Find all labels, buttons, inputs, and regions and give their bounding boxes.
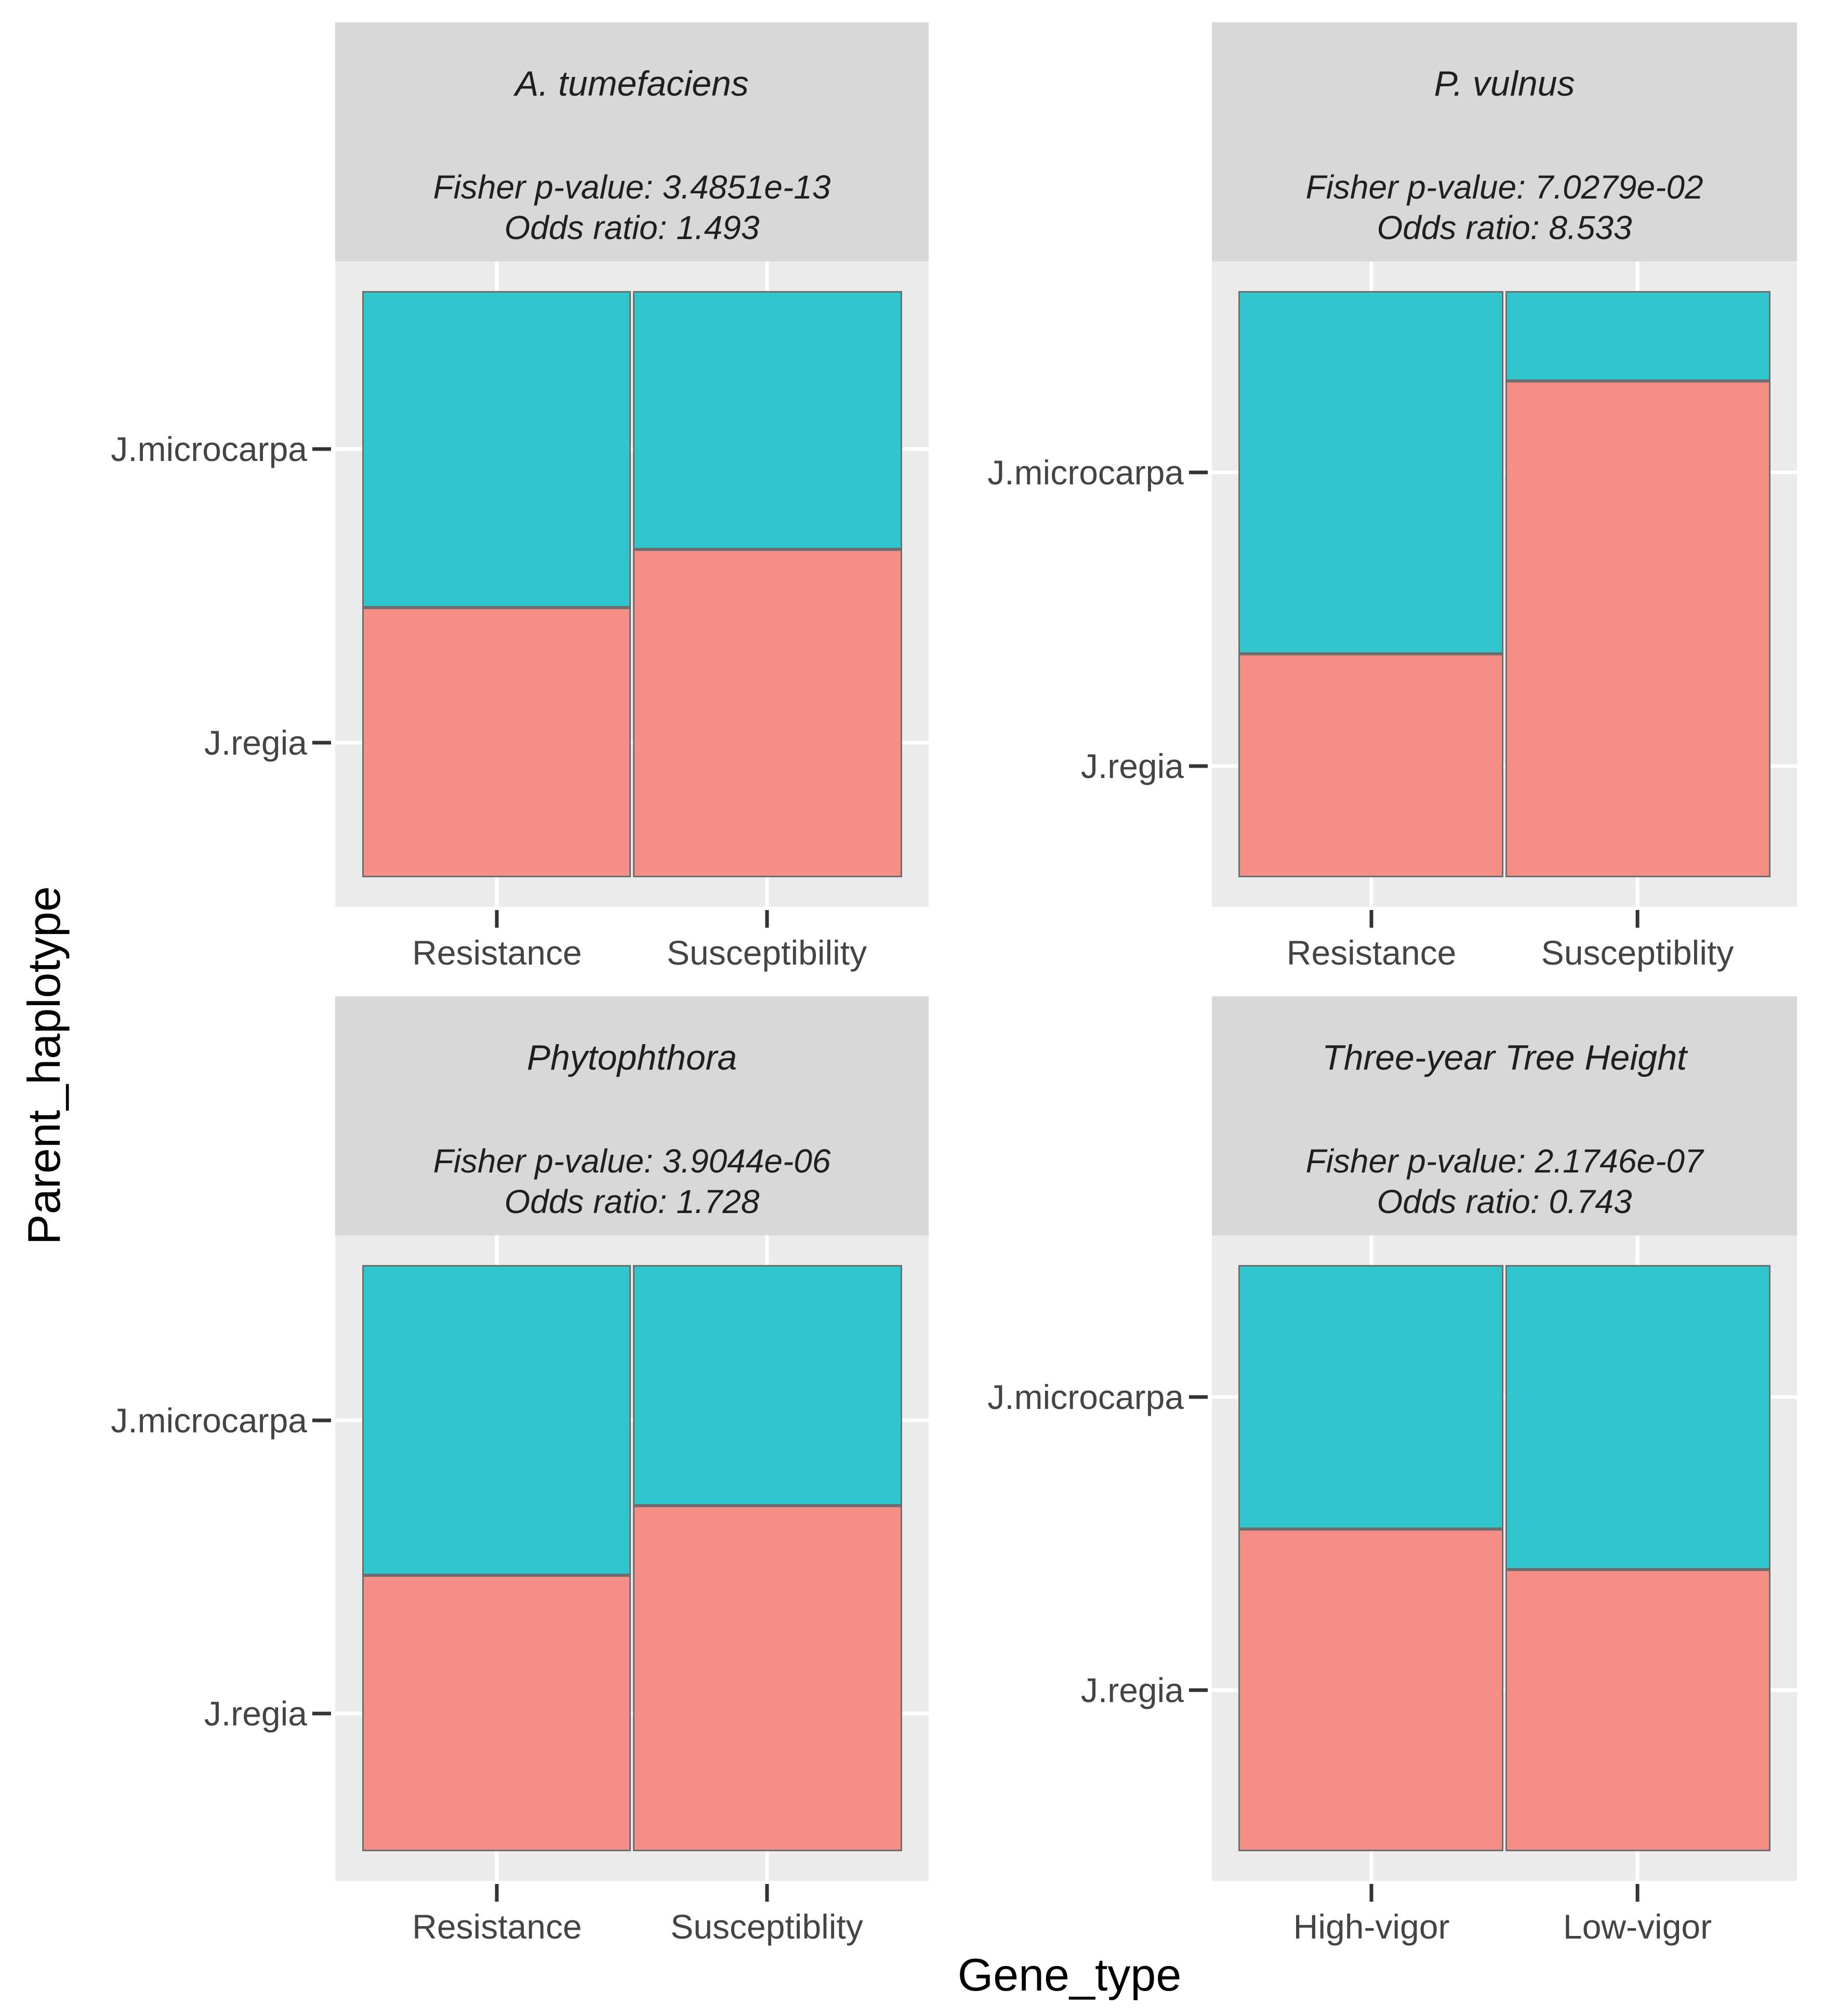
fisher-pvalue-text: Fisher p-value: 2.1746e-07 [1305,1142,1703,1180]
y-tick-mark-jmicrocarpa [312,1418,331,1422]
x-tick-label-1: Resistance [412,1907,582,1946]
y-axis-title: Parent_haplotype [18,886,70,1245]
mosaic-column-high-vigor [1238,1264,1504,1852]
x-tick-label-2: Susceptibility [666,933,867,972]
facet-panel-phytophthora: Phytophthora Fisher p-value: 3.9044e-06 … [111,996,929,1946]
mosaic-segment-jmicrocarpa [1238,1264,1504,1530]
odds-ratio-text: Odds ratio: 1.493 [504,209,760,246]
fisher-pvalue-text: Fisher p-value: 3.9044e-06 [433,1142,831,1180]
mosaic-column-resistance [1238,291,1504,878]
facet-stats: Fisher p-value: 3.4851e-13 Odds ratio: 1… [335,167,929,248]
x-tick-label-1: High-vigor [1293,1907,1450,1946]
mosaic-column-susceptibility [1505,291,1771,878]
x-tick-label-1: Resistance [1286,933,1457,972]
gridline-horizontal-jmicrocarpa [1212,1395,1797,1399]
mosaic-column-susceptibility [633,1264,902,1852]
mosaic-segment-jmicrocarpa [362,1264,631,1576]
mosaic-column-susceptibility [633,291,902,878]
fisher-pvalue-text: Fisher p-value: 7.0279e-02 [1305,168,1703,206]
fisher-pvalue-text: Fisher p-value: 3.4851e-13 [433,168,831,206]
y-tick-mark-jmicrocarpa [1189,470,1208,475]
facet-panel-a-tumefaciens: A. tumefaciens Fisher p-value: 3.4851e-1… [111,22,929,972]
odds-ratio-text: Odds ratio: 0.743 [1377,1183,1632,1220]
facet-strip: P. vulnus Fisher p-value: 7.0279e-02 Odd… [1212,22,1797,261]
mosaic-segment-jregia [1238,1529,1504,1852]
y-tick-label-jmicrocarpa: J.microcarpa [987,1377,1184,1416]
facet-strip: Three-year Tree Height Fisher p-value: 2… [1212,996,1797,1235]
mosaic-segment-jmicrocarpa [1505,1264,1771,1570]
facet-title: Phytophthora [526,1038,737,1077]
mosaic-segment-jmicrocarpa [1505,291,1771,381]
y-tick-mark-jmicrocarpa [1189,1395,1208,1399]
mosaic-segment-jregia [362,607,631,878]
facet-title: P. vulnus [1434,64,1575,103]
y-tick-label-jmicrocarpa: J.microcarpa [987,453,1184,492]
mosaic-segment-jmicrocarpa [633,291,902,549]
facet-stats: Fisher p-value: 3.9044e-06 Odds ratio: 1… [335,1141,929,1222]
gridline-horizontal-jmicrocarpa [1212,470,1797,475]
facet-stats: Fisher p-value: 2.1746e-07 Odds ratio: 0… [1212,1141,1797,1222]
gridline-horizontal-jregia [1212,764,1797,768]
x-tick-mark-2 [1635,1884,1640,1902]
gridline-horizontal-jregia [1212,1688,1797,1692]
x-tick-label-2: Low-vigor [1563,1907,1712,1946]
facet-title: Three-year Tree Height [1322,1038,1687,1077]
plot-area [1212,1235,1797,1881]
mosaic-segment-jregia [633,549,902,878]
y-tick-label-jregia: J.regia [204,1694,307,1733]
y-tick-mark-jregia [1189,1688,1208,1692]
mosaic-segment-jmicrocarpa [1238,291,1504,654]
x-axis-title: Gene_type [957,1949,1182,2000]
plot-area [1212,261,1797,907]
y-tick-mark-jregia [312,1711,331,1716]
x-tick-label-2: Susceptiblity [670,1907,863,1946]
facet-strip: Phytophthora Fisher p-value: 3.9044e-06 … [335,996,929,1235]
y-tick-mark-jregia [1189,764,1208,768]
x-tick-label-1: Resistance [412,933,582,972]
gridline-horizontal-jmicrocarpa [335,1418,929,1422]
x-tick-mark-1 [495,910,499,928]
mosaic-segment-jmicrocarpa [633,1264,902,1506]
x-tick-mark-2 [1635,910,1640,928]
facet-strip: A. tumefaciens Fisher p-value: 3.4851e-1… [335,22,929,261]
x-tick-mark-1 [1369,910,1373,928]
mosaic-segment-jregia [633,1506,902,1852]
plot-area [335,261,929,907]
mosaic-segment-jregia [1505,381,1771,878]
mosaic-segment-jregia [1505,1570,1771,1852]
mosaic-column-resistance [362,291,631,878]
y-tick-label-jregia: J.regia [1080,747,1184,786]
facet-panel-p-vulnus: P. vulnus Fisher p-value: 7.0279e-02 Odd… [987,22,1797,972]
y-tick-label-jmicrocarpa: J.microcarpa [111,430,307,469]
x-tick-mark-1 [495,1884,499,1902]
gridline-horizontal-jmicrocarpa [335,447,929,451]
x-tick-mark-2 [765,1884,769,1902]
y-tick-label-jmicrocarpa: J.microcarpa [111,1401,307,1440]
gridline-horizontal-jregia [335,741,929,745]
y-tick-label-jregia: J.regia [1080,1671,1184,1710]
facet-panel-three-year-tree-height: Three-year Tree Height Fisher p-value: 2… [987,996,1797,1946]
gridline-horizontal-jregia [335,1711,929,1716]
y-tick-mark-jmicrocarpa [312,447,331,451]
plot-area [335,1235,929,1881]
mosaic-column-low-vigor [1505,1264,1771,1852]
mosaic-column-resistance [362,1264,631,1852]
y-tick-label-jregia: J.regia [204,723,307,762]
odds-ratio-text: Odds ratio: 1.728 [504,1183,760,1220]
x-tick-label-2: Susceptiblity [1541,933,1734,972]
mosaic-segment-jmicrocarpa [362,291,631,608]
mosaic-segment-jregia [1238,654,1504,878]
odds-ratio-text: Odds ratio: 8.533 [1377,209,1632,246]
mosaic-segment-jregia [362,1575,631,1852]
facet-stats: Fisher p-value: 7.0279e-02 Odds ratio: 8… [1212,167,1797,248]
y-tick-mark-jregia [312,741,331,745]
x-tick-mark-2 [765,910,769,928]
facet-title: A. tumefaciens [515,64,749,103]
x-tick-mark-1 [1369,1884,1373,1902]
